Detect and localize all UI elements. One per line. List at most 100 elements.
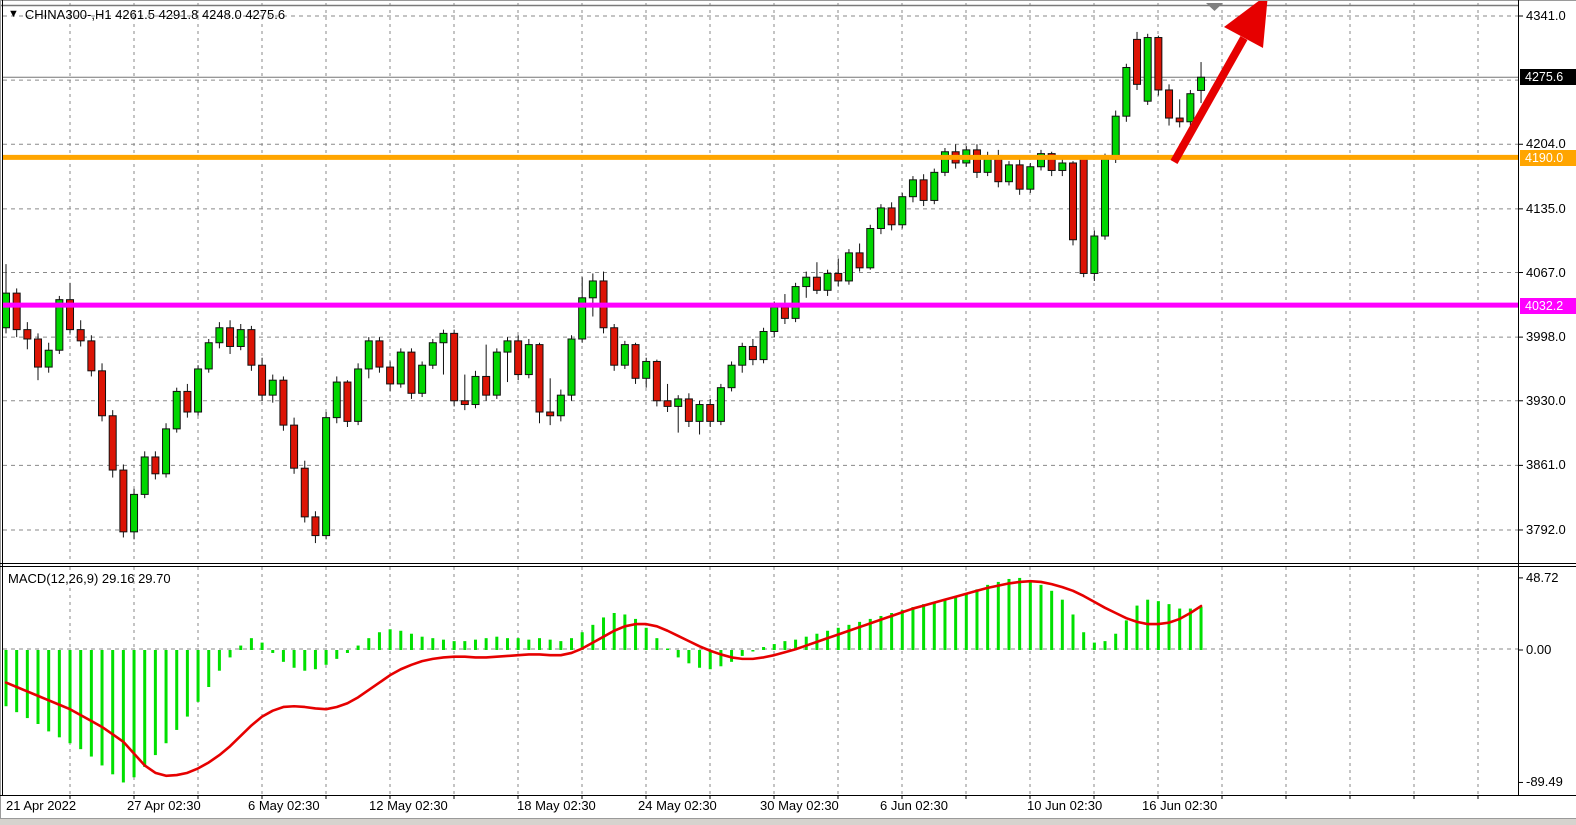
gray-triangle-marker[interactable]: [1206, 3, 1223, 11]
candle: [759, 330, 768, 361]
grid-layer: [0, 3, 1518, 794]
candle: [631, 344, 640, 379]
candle: [524, 344, 533, 376]
candle: [834, 272, 843, 282]
macd-bar: [719, 650, 723, 667]
price-tick-label: 4341.0: [1526, 8, 1566, 23]
candle: [908, 179, 917, 198]
candle: [844, 252, 853, 282]
macd-bar: [548, 639, 552, 650]
time-tick-label: 6 Jun 02:30: [880, 798, 948, 813]
macd-bar: [623, 614, 627, 650]
macd-bar: [121, 650, 125, 783]
macd-bar: [730, 650, 734, 662]
macd-bar: [900, 610, 904, 650]
macd-bar: [858, 621, 862, 650]
macd-bar: [634, 618, 638, 650]
candle: [1079, 156, 1088, 274]
macd-bar: [804, 636, 808, 650]
macd-bar: [1071, 614, 1075, 650]
macd-bar: [1167, 604, 1171, 650]
macd-bar: [303, 650, 307, 671]
trend-arrow-head[interactable]: [1224, 0, 1268, 48]
macd-bar: [602, 617, 606, 650]
candle: [343, 381, 352, 422]
macd-bar: [249, 638, 253, 650]
candle: [194, 368, 203, 413]
macd-bar: [996, 581, 1000, 650]
candle: [674, 398, 683, 407]
chart-title: ▼ CHINA300-,H1 4261.5 4291.8 4248.0 4275…: [8, 7, 285, 22]
candle: [215, 327, 224, 344]
candle: [44, 349, 53, 368]
macd-bar: [527, 639, 531, 650]
price-tick-label: 3792.0: [1526, 522, 1566, 537]
candle: [1026, 166, 1035, 190]
macd-bar: [36, 650, 40, 724]
candle: [450, 332, 459, 402]
macd-histogram: [4, 577, 1203, 783]
macd-bar: [495, 636, 499, 650]
macd-bar: [964, 593, 968, 650]
macd-bar: [4, 650, 8, 707]
candle: [1165, 89, 1174, 119]
candle: [567, 338, 576, 396]
macd-bar: [1092, 642, 1096, 650]
macd-bar: [516, 638, 520, 650]
candle: [578, 297, 587, 340]
candle: [140, 456, 149, 495]
macd-bar: [890, 613, 894, 650]
macd-bar: [100, 650, 104, 766]
macd-bar: [505, 638, 509, 650]
candle: [1058, 162, 1067, 171]
price-tick-label: 4067.0: [1526, 265, 1566, 280]
macd-bar: [377, 632, 381, 650]
candle: [1186, 93, 1195, 123]
candle: [1004, 164, 1013, 183]
candle: [1036, 153, 1045, 168]
candle: [55, 299, 64, 351]
macd-bar: [111, 650, 115, 775]
candle: [972, 149, 981, 173]
candle: [162, 428, 171, 475]
candle: [535, 344, 544, 413]
macd-bar: [644, 627, 648, 650]
candle: [98, 370, 107, 417]
macd-bar: [1188, 608, 1192, 650]
macd-bar: [463, 641, 467, 650]
candle: [204, 342, 213, 370]
macd-bar: [538, 638, 541, 650]
macd-bar: [143, 650, 147, 767]
candle: [439, 332, 448, 344]
level-lines: [3, 154, 1518, 308]
candle: [876, 207, 885, 230]
candle: [588, 280, 597, 299]
macd-bar: [1050, 590, 1054, 650]
candle: [610, 327, 619, 366]
candle: [802, 276, 811, 288]
candle: [855, 252, 864, 269]
macd-bar: [25, 650, 29, 719]
candle: [652, 360, 661, 402]
candle: [1175, 117, 1184, 123]
symbol-dropdown-icon[interactable]: ▼: [8, 8, 19, 20]
macd-indicator-label: MACD(12,26,9) 29.16 29.70: [8, 571, 171, 586]
candle: [791, 286, 800, 319]
candle: [1047, 153, 1056, 171]
candle: [279, 379, 288, 426]
macd-bar: [1028, 580, 1032, 650]
candle: [268, 379, 277, 396]
macd-bar: [954, 596, 958, 650]
current-price-badge: 4275.6: [1520, 69, 1576, 85]
time-tick-label: 27 Apr 02:30: [127, 798, 201, 813]
time-tick-label: 12 May 02:30: [369, 798, 448, 813]
candle: [332, 381, 341, 419]
macd-bar: [740, 650, 744, 656]
candle: [87, 340, 96, 372]
candle: [1154, 37, 1163, 91]
macd-bar: [484, 638, 488, 650]
macd-bar: [47, 650, 51, 732]
time-tick-label: 24 May 02:30: [638, 798, 717, 813]
